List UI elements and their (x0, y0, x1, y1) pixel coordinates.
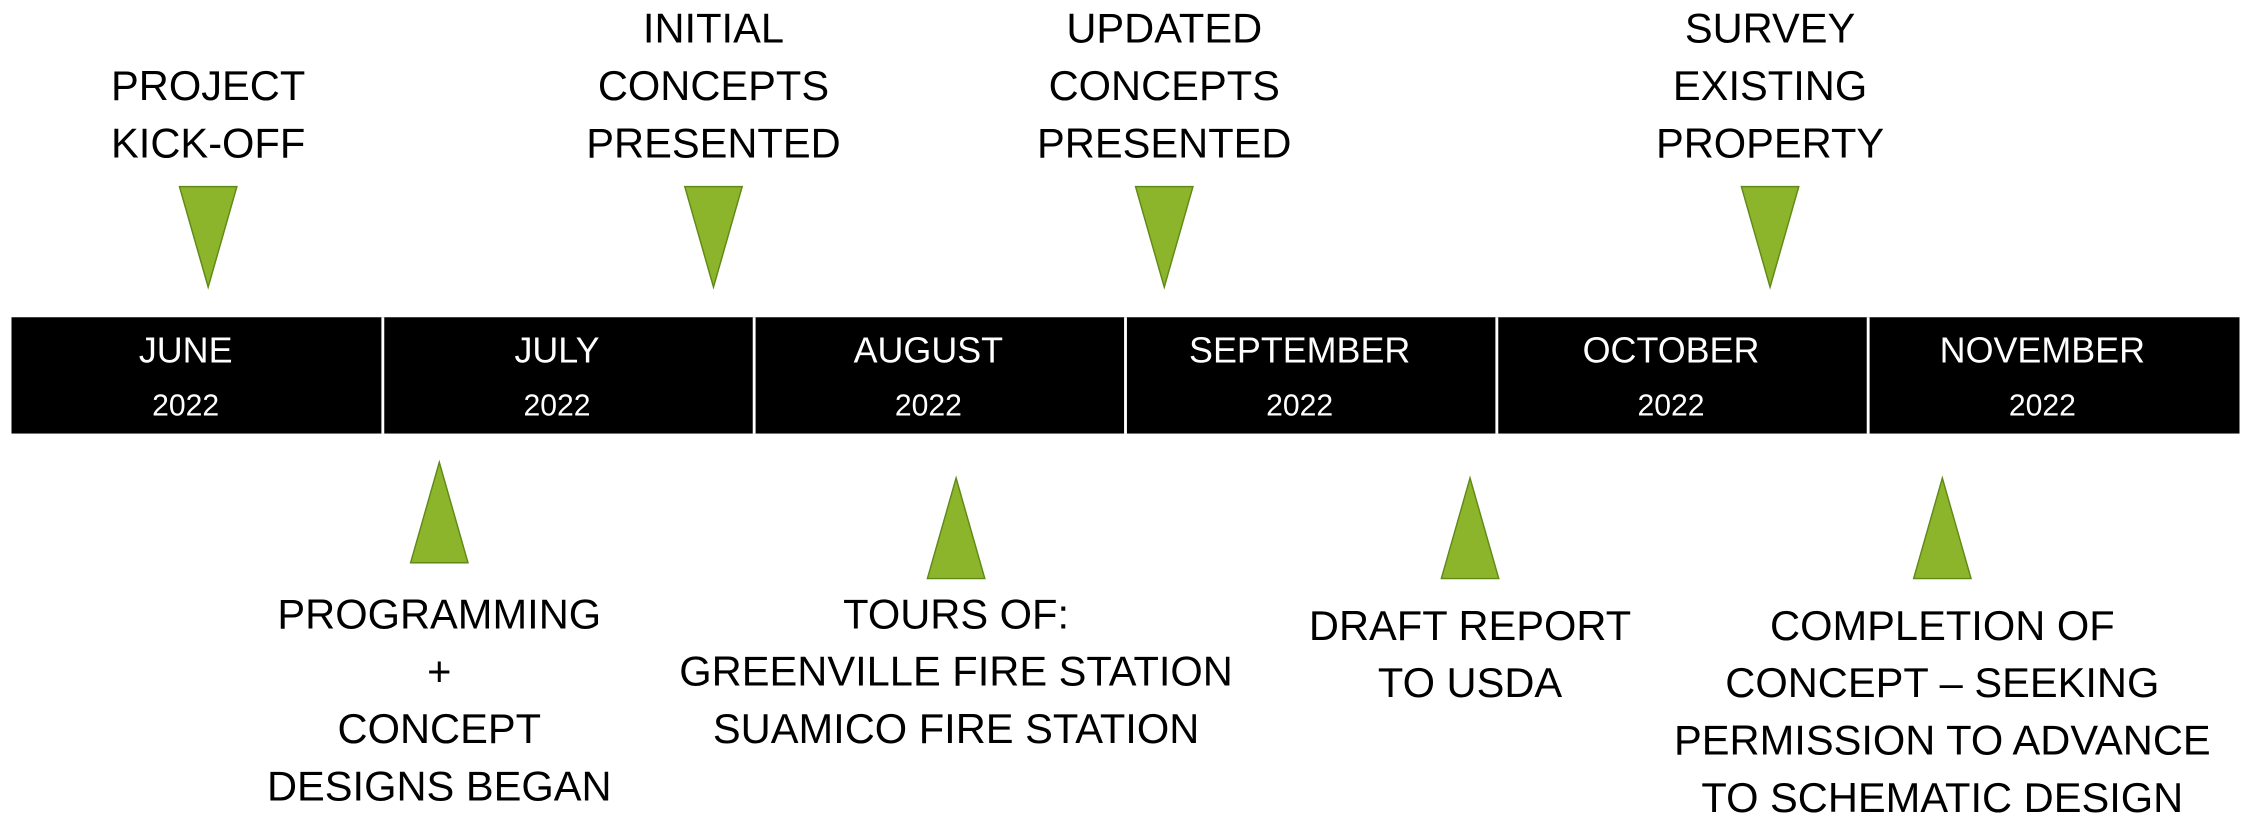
event-text: PROGRAMMING (277, 590, 601, 637)
event-text: GREENVILLE FIRE STATION (679, 648, 1233, 695)
event-text: TOURS OF: (843, 590, 1069, 637)
year-label: 2022 (2009, 390, 2076, 423)
event-marker (926, 475, 986, 580)
event-marker (1440, 475, 1500, 580)
event-text: TO USDA (1378, 659, 1563, 706)
event-text: CONCEPTS (1049, 62, 1280, 109)
event-text: CONCEPT – SEEKING (1725, 659, 2159, 706)
event-text: INITIAL (643, 5, 784, 52)
event-text: UPDATED (1066, 5, 1262, 52)
year-label: 2022 (1638, 390, 1705, 423)
year-label: 2022 (895, 390, 962, 423)
event-text: DESIGNS BEGAN (267, 763, 612, 810)
event-marker (178, 185, 238, 290)
event-text: COMPLETION OF (1770, 602, 2115, 649)
month-label: JULY (514, 331, 599, 371)
event-text: PRESENTED (586, 119, 840, 166)
event-text: PROPERTY (1656, 119, 1884, 166)
event-text: KICK-OFF (111, 119, 305, 166)
event-text: DRAFT REPORT (1309, 602, 1631, 649)
year-label: 2022 (1266, 390, 1333, 423)
year-label: 2022 (523, 390, 590, 423)
event-text: + (427, 648, 451, 695)
event-text: TO SCHEMATIC DESIGN (1701, 774, 2183, 820)
month-label: SEPTEMBER (1189, 331, 1410, 371)
event-text: CONCEPTS (598, 62, 829, 109)
event-marker (1740, 185, 1800, 290)
event-marker (409, 459, 469, 564)
event-marker (683, 185, 744, 290)
event-text: SUAMICO FIRE STATION (713, 705, 1199, 752)
year-label: 2022 (152, 390, 219, 423)
event-text: PRESENTED (1037, 119, 1291, 166)
month-label: NOVEMBER (1940, 331, 2145, 371)
event-text: SURVEY (1685, 5, 1855, 52)
event-text: PERMISSION TO ADVANCE (1674, 717, 2211, 764)
event-text: CONCEPT (338, 705, 542, 752)
event-text: EXISTING (1673, 62, 1867, 109)
event-text: PROJECT (111, 62, 305, 109)
month-label: AUGUST (854, 331, 1004, 371)
event-marker (1134, 185, 1194, 290)
event-marker (1912, 475, 1973, 580)
month-label: OCTOBER (1583, 331, 1760, 371)
month-label: JUNE (139, 331, 233, 371)
